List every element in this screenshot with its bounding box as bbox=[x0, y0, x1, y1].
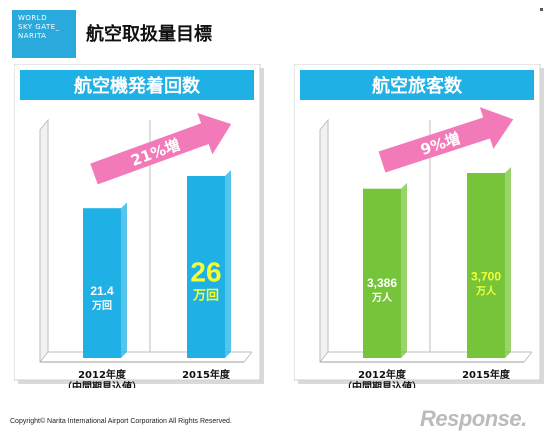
bar bbox=[363, 188, 401, 358]
x-tick-label: 2015年度 bbox=[462, 368, 511, 381]
data-label-value: 26 bbox=[190, 257, 221, 288]
x-tick-label: 2012年度 bbox=[358, 368, 407, 381]
plot-left-wall bbox=[39, 118, 49, 364]
corner-mark bbox=[540, 8, 543, 11]
data-label-unit: 万回 bbox=[91, 300, 112, 312]
x-tick-label: （中間期見込値） bbox=[342, 380, 422, 388]
data-label-unit: 万人 bbox=[475, 284, 497, 297]
brand-watermark: Response. bbox=[420, 406, 527, 431]
bar bbox=[83, 208, 121, 358]
plot-floor-edge bbox=[523, 351, 533, 363]
bar bbox=[187, 176, 225, 358]
chart-title: 航空機発着回数 bbox=[74, 75, 201, 97]
data-label-unit: 万人 bbox=[371, 291, 393, 304]
chart-title: 航空旅客数 bbox=[372, 75, 463, 97]
x-tick-label: 2012年度 bbox=[78, 368, 127, 381]
data-label-unit: 万回 bbox=[192, 289, 219, 304]
logo-line-2: SKY GATE_ bbox=[18, 23, 60, 31]
growth-arrow-shape bbox=[378, 107, 514, 173]
bar-side bbox=[121, 202, 127, 358]
data-label-value: 3,700 bbox=[471, 269, 501, 283]
bar bbox=[467, 173, 505, 358]
chart-passengers: 航空旅客数3,386万人2012年度（中間期見込値）3,700万人2015年度9… bbox=[294, 64, 544, 388]
logo-line-3: NARITA bbox=[18, 32, 47, 40]
x-tick-label: 2015年度 bbox=[182, 368, 231, 381]
chart-flights: 航空機発着回数21.4万回2012年度（中間期見込値）26万回2015年度21%… bbox=[14, 64, 264, 388]
growth-arrow-shape bbox=[90, 112, 232, 185]
plot-left-wall bbox=[319, 118, 329, 364]
chart-header bbox=[300, 70, 534, 100]
bar-side bbox=[225, 170, 231, 358]
x-tick-label: （中間期見込値） bbox=[62, 380, 142, 388]
data-label-value: 21.4 bbox=[90, 284, 114, 298]
plot-floor-edge bbox=[243, 351, 253, 363]
bar-side bbox=[401, 182, 407, 358]
logo: WORLD SKY GATE_ NARITA bbox=[12, 10, 76, 58]
chart-header bbox=[20, 70, 254, 100]
data-label-value: 3,386 bbox=[367, 276, 397, 290]
logo-line-1: WORLD bbox=[18, 14, 48, 22]
copyright-text: Copyright© Narita International Airport … bbox=[10, 418, 232, 425]
page-title: 航空取扱量目標 bbox=[86, 24, 212, 45]
bar-side bbox=[505, 167, 511, 358]
